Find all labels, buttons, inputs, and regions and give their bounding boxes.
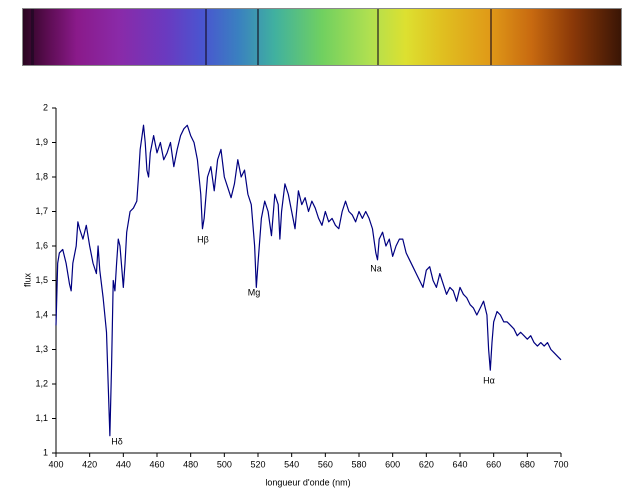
x-tick-label: 540 bbox=[284, 459, 299, 469]
x-tick-label: 660 bbox=[486, 459, 501, 469]
y-tick-label: 1,6 bbox=[35, 240, 48, 250]
x-tick-label: 500 bbox=[217, 459, 232, 469]
y-tick-label: 1,1 bbox=[35, 413, 48, 423]
annotation: Hδ bbox=[111, 436, 123, 446]
absorption-line bbox=[490, 9, 492, 65]
absorption-line bbox=[377, 9, 379, 65]
x-tick-label: 700 bbox=[553, 459, 568, 469]
x-tick-label: 560 bbox=[318, 459, 333, 469]
y-tick-label: 1,7 bbox=[35, 206, 48, 216]
x-axis-label: longueur d'onde (nm) bbox=[265, 477, 350, 487]
y-tick-label: 1,2 bbox=[35, 378, 48, 388]
y-tick-label: 1,3 bbox=[35, 344, 48, 354]
y-tick-label: 1,4 bbox=[35, 309, 48, 319]
x-tick-label: 480 bbox=[183, 459, 198, 469]
x-tick-label: 680 bbox=[520, 459, 535, 469]
y-axis-label: flux bbox=[22, 273, 32, 288]
absorption-line bbox=[31, 9, 34, 65]
y-tick-label: 1,8 bbox=[35, 171, 48, 181]
x-tick-label: 400 bbox=[48, 459, 63, 469]
annotation: Na bbox=[370, 263, 382, 273]
x-tick-label: 620 bbox=[419, 459, 434, 469]
annotation: Mg bbox=[248, 287, 261, 297]
annotation: Hβ bbox=[197, 234, 209, 244]
y-tick-label: 1 bbox=[43, 447, 48, 457]
x-tick-label: 600 bbox=[385, 459, 400, 469]
annotation: Hα bbox=[483, 375, 495, 385]
x-tick-label: 580 bbox=[351, 459, 366, 469]
x-tick-label: 460 bbox=[149, 459, 164, 469]
y-tick-label: 1,5 bbox=[35, 275, 48, 285]
spectrum-strip bbox=[22, 8, 622, 66]
y-tick-label: 2 bbox=[43, 102, 48, 112]
x-tick-label: 520 bbox=[250, 459, 265, 469]
absorption-line bbox=[257, 9, 259, 65]
y-tick-label: 1,9 bbox=[35, 137, 48, 147]
absorption-line bbox=[205, 9, 207, 65]
x-tick-label: 440 bbox=[116, 459, 131, 469]
x-tick-label: 640 bbox=[452, 459, 467, 469]
spectrum-line bbox=[55, 124, 562, 437]
x-tick-label: 420 bbox=[82, 459, 97, 469]
